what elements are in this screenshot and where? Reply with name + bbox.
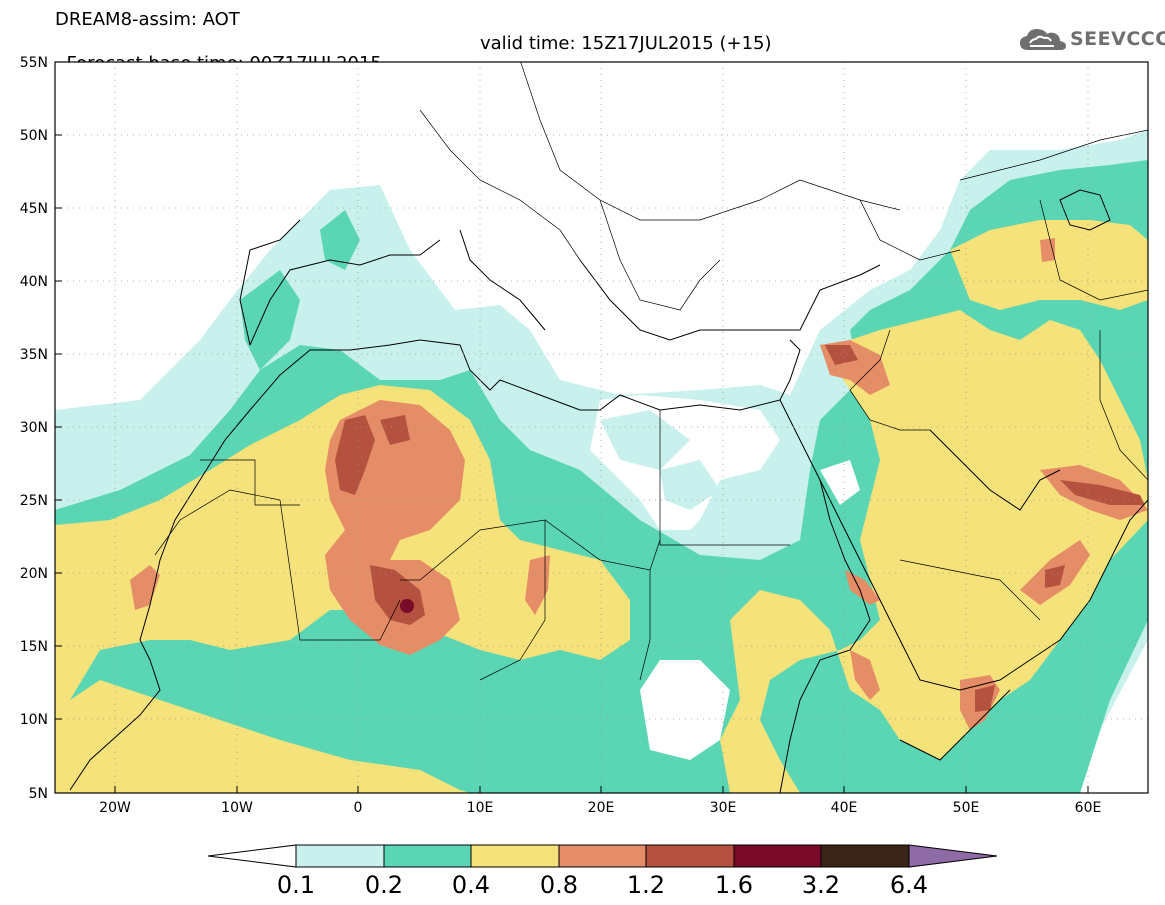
colorbar-bin [558, 844, 647, 868]
lat-label: 15N [20, 639, 48, 655]
aot-field [55, 62, 1148, 793]
lat-label: 45N [20, 201, 48, 217]
chart-title: DREAM8-assim: AOT [55, 9, 240, 30]
colorbar-bin [820, 844, 910, 868]
lon-label: 30E [710, 800, 737, 816]
colorbar-under-arrow [207, 844, 297, 868]
colorbar-bin [295, 844, 385, 868]
axis-ticks [55, 61, 1089, 794]
lon-label: 20W [99, 800, 131, 816]
lat-label: 40N [20, 274, 48, 290]
colorbar [207, 844, 998, 868]
lon-label: 40E [831, 800, 858, 816]
colorbar-bin [470, 844, 560, 868]
valid-time-text: valid time: 15Z17JUL2015 (+15) [480, 33, 772, 54]
colorbar-label: 1.6 [715, 871, 753, 899]
lon-label: 10W [221, 800, 253, 816]
seevccc-logo: SEEVCCC [1018, 26, 1165, 54]
cloud-icon [1020, 29, 1066, 50]
logo-text: SEEVCCC [1070, 28, 1165, 50]
colorbar-label: 1.2 [627, 871, 665, 899]
grid-lines [55, 62, 1148, 793]
colorbar-labels: 0.1 0.2 0.4 0.8 1.2 1.6 3.2 6.4 [277, 871, 928, 899]
aot-band-1.6 [400, 599, 414, 613]
colorbar-label: 0.4 [452, 871, 490, 899]
longitude-labels: 20W 10W 0 10E 20E 30E 40E 50E 60E [99, 800, 1101, 816]
colorbar-label: 6.4 [890, 871, 928, 899]
colorbar-label: 0.2 [365, 871, 403, 899]
colorbar-bin [383, 844, 472, 868]
lat-label: 35N [20, 347, 48, 363]
colorbar-label: 0.8 [540, 871, 578, 899]
lat-label: 30N [20, 420, 48, 436]
lat-label: 50N [20, 128, 48, 144]
colorbar-label: 3.2 [802, 871, 840, 899]
country-borders [154, 62, 1148, 681]
lon-label: 50E [953, 800, 980, 816]
lon-label: 20E [588, 800, 615, 816]
coastlines [69, 189, 1148, 793]
lat-label: 20N [20, 566, 48, 582]
lon-label: 10E [467, 800, 494, 816]
lon-label: 60E [1075, 800, 1102, 816]
lat-label: 25N [20, 493, 48, 509]
latitude-labels: 55N 50N 45N 40N 35N 30N 25N 20N 15N 10N … [20, 55, 48, 802]
lat-label: 55N [20, 55, 48, 71]
lat-label: 5N [29, 786, 48, 802]
lat-label: 10N [20, 712, 48, 728]
lon-label: 0 [354, 800, 363, 816]
colorbar-bin [733, 844, 822, 868]
colorbar-over-arrow [908, 844, 998, 868]
colorbar-label: 0.1 [277, 871, 315, 899]
colorbar-bin [645, 844, 735, 868]
